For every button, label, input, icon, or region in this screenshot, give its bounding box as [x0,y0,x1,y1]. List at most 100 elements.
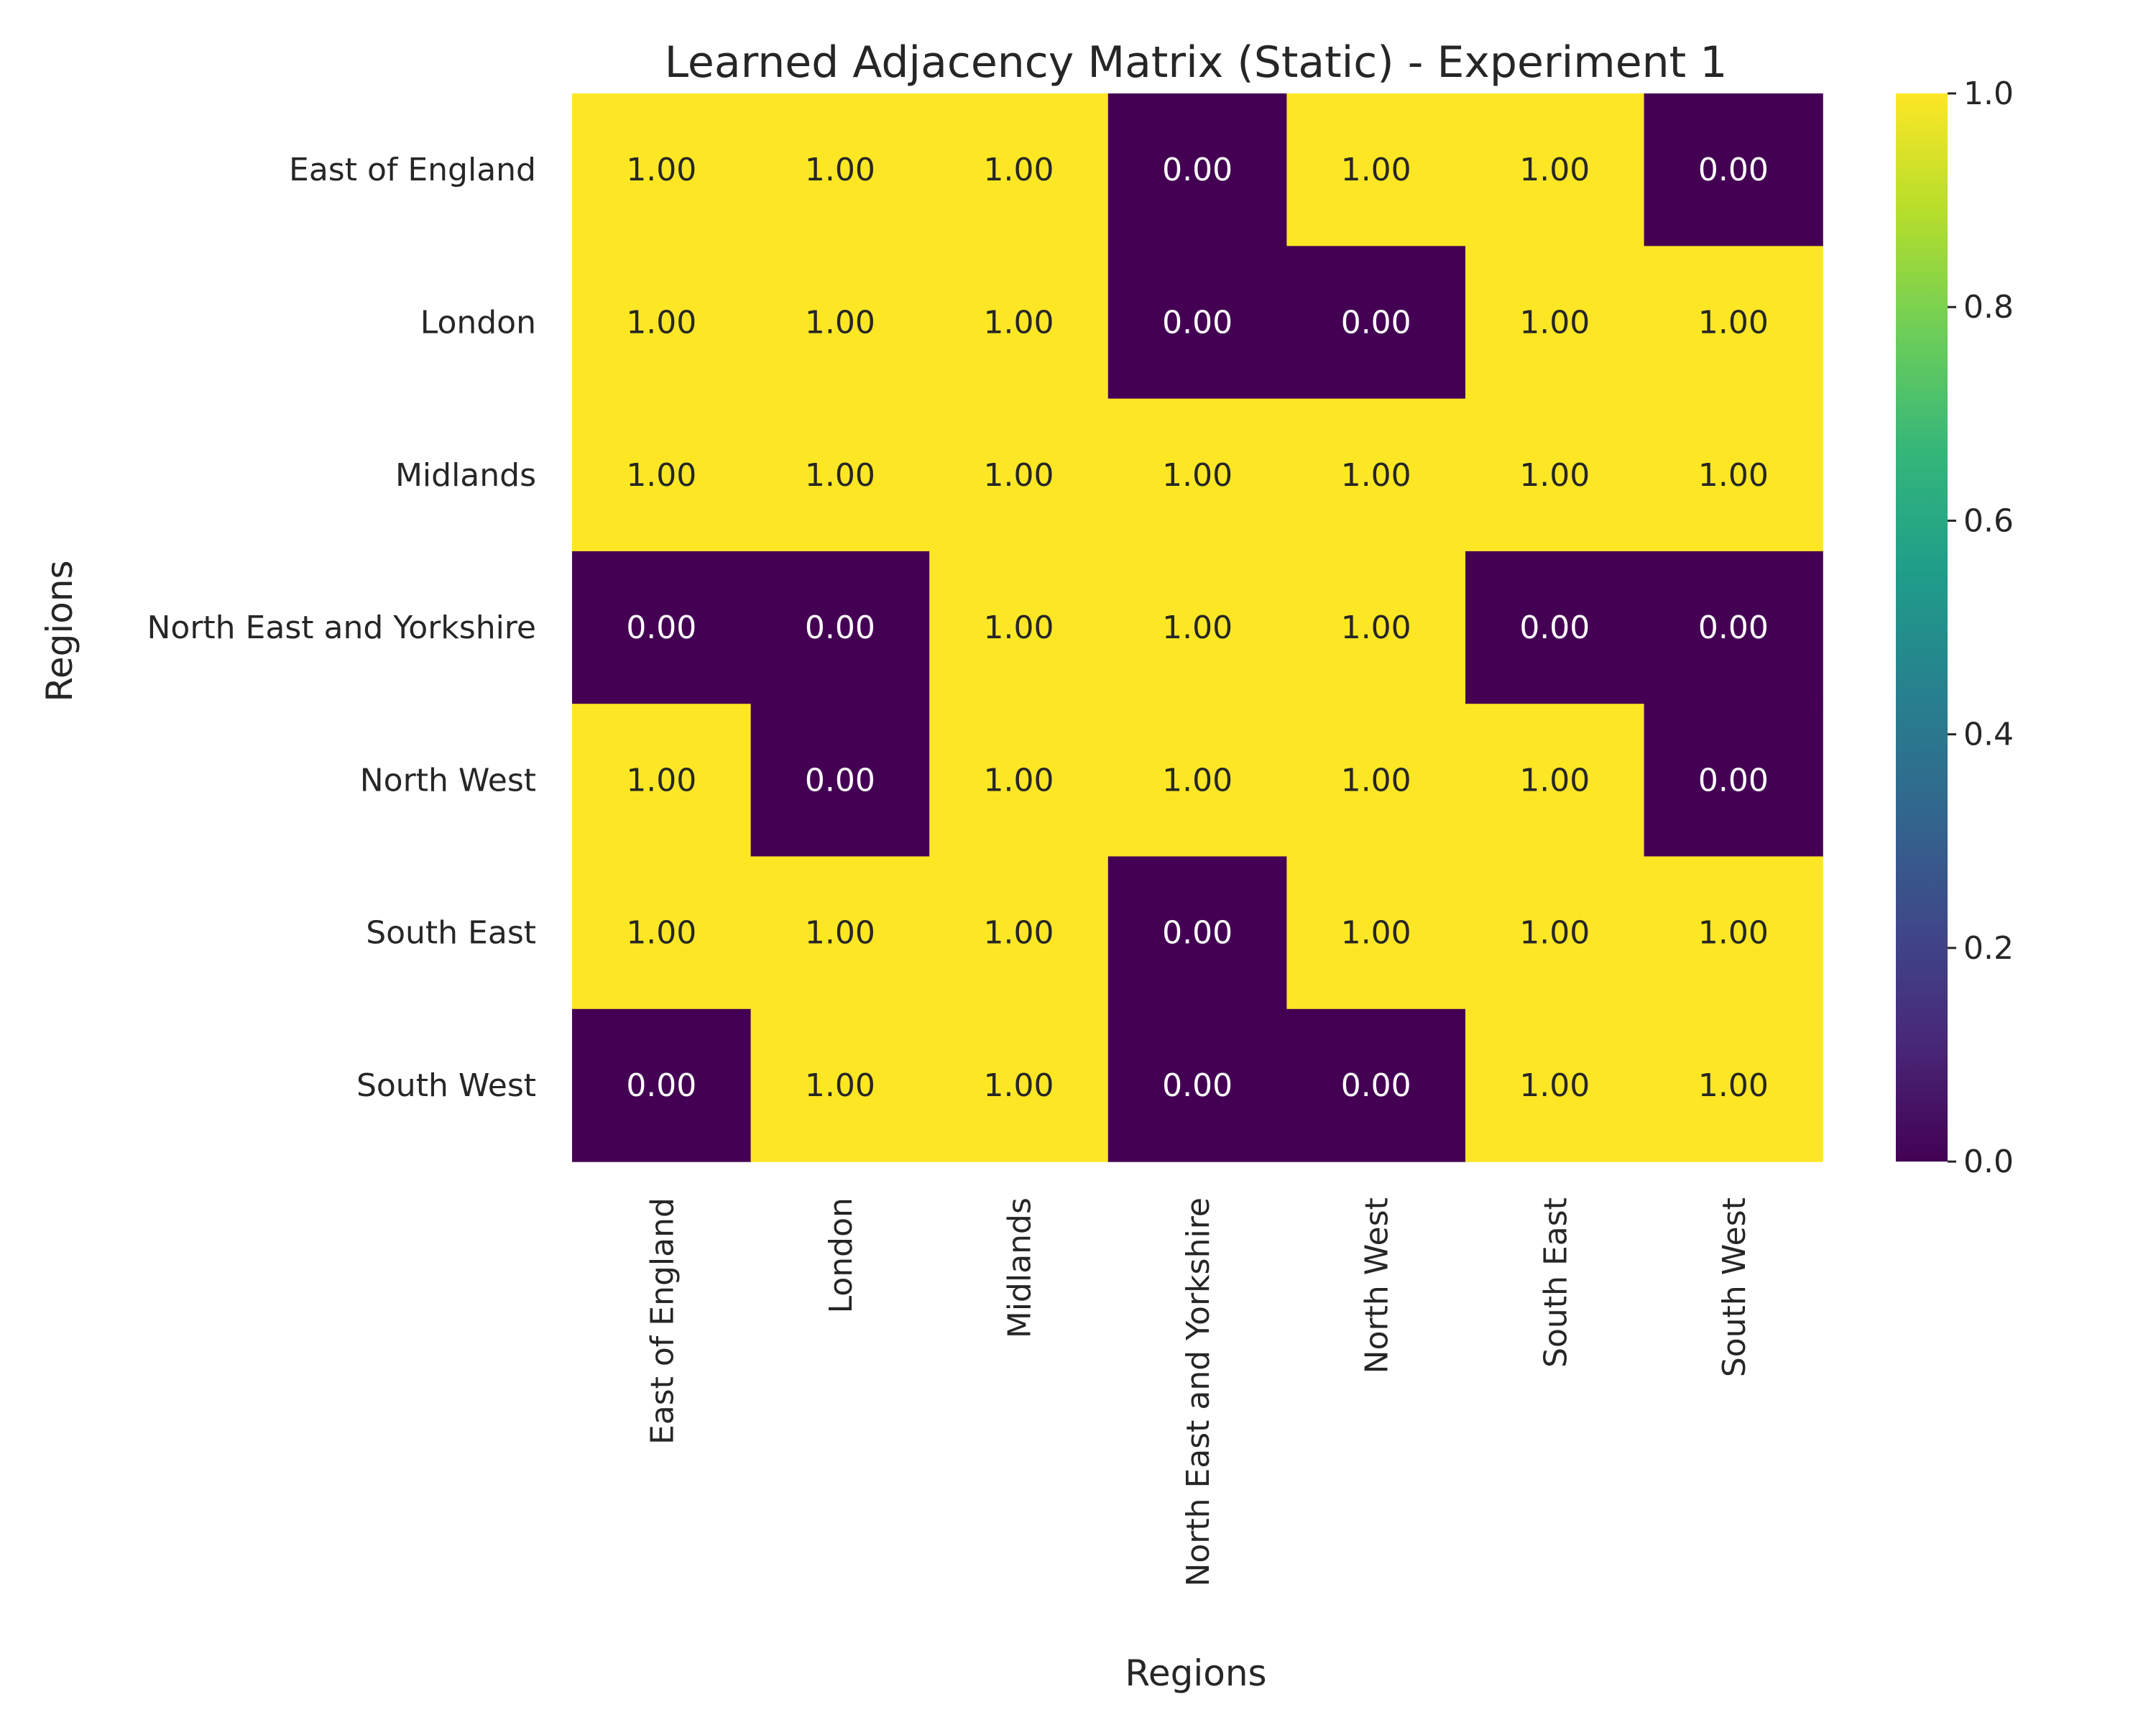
x-tick-label: East of England [644,1197,681,1445]
heatmap-cell [750,398,930,552]
cell-value-label: 1.00 [1162,762,1233,799]
cell-value-label: 1.00 [1519,457,1590,494]
y-tick-labels: East of England London Midlands North East … [147,152,537,1104]
heatmap-cell [1107,93,1287,247]
heatmap-cell [572,1008,752,1162]
heatmap-cell [1644,398,1823,552]
y-tick-label: South East [366,915,536,952]
cell-value-label: 1.00 [1519,304,1590,341]
y-tick-label: East of England [289,152,536,188]
cell-value-label: 1.00 [984,1067,1054,1104]
cell-value-label: 1.00 [626,152,696,188]
colorbar-tick-label: 0.0 [1963,1144,2014,1180]
heatmap-cell [1107,398,1287,552]
x-tick-label: South East [1537,1197,1574,1368]
y-tick-label: North East and Yorkshire [147,610,537,646]
cell-value-label: 1.00 [1162,610,1233,646]
cell-value-label: 0.00 [1162,304,1233,341]
cell-value-label: 0.00 [1162,152,1233,188]
cell-value-label: 1.00 [1341,915,1411,952]
heatmap-cell [929,856,1109,1010]
x-tick-label: Midlands [1002,1197,1038,1338]
cell-value-label: 1.00 [626,457,696,494]
heatmap-cell [1107,246,1287,400]
heatmap-cell [572,246,752,400]
x-tick-label: North East and Yorkshire [1180,1197,1217,1587]
cell-value-label: 0.00 [626,1067,696,1104]
heatmap-cell [750,93,930,247]
heatmap-cell [1465,704,1645,857]
x-tick-labels: East of England London Midlands North East … [644,1197,1753,1587]
heatmap-cell [1107,1008,1287,1162]
cell-value-label: 1.00 [984,762,1054,799]
x-tick-label: South West [1716,1197,1753,1377]
cell-value-label: 1.00 [1698,304,1769,341]
heatmap-cell [1465,856,1645,1010]
colorbar: 0.0 0.2 0.4 0.6 0.8 1.0 [1896,75,2014,1180]
cell-value-label: 1.00 [1519,152,1590,188]
heatmap-cell [1286,1008,1466,1162]
cell-value-label: 1.00 [805,457,875,494]
x-axis-label: Regions [1125,1652,1266,1694]
heatmap-cell [929,1008,1109,1162]
cell-value-label: 0.00 [1341,1067,1411,1104]
y-tick-label: London [420,304,536,341]
heatmap-cell [1465,246,1645,400]
cell-value-label: 1.00 [1519,915,1590,952]
heatmap-cell [750,551,930,704]
cell-value-label: 1.00 [984,457,1054,494]
heatmap-cell [1286,246,1466,400]
heatmap-cell [1465,551,1645,704]
heatmap-cell [572,93,752,247]
colorbar-tick-label: 0.6 [1963,502,2014,539]
y-axis-label: Regions [39,560,80,702]
heatmap-cell [1286,856,1466,1010]
heatmap-cell [750,1008,930,1162]
cell-value-label: 0.00 [1698,762,1769,799]
cell-value-label: 1.00 [805,304,875,341]
cell-value-label: 1.00 [1341,152,1411,188]
heatmap-cell [572,551,752,704]
cell-value-label: 1.00 [1519,1067,1590,1104]
heatmap-cell [572,856,752,1010]
y-tick-label: South West [356,1067,536,1104]
cell-value-label: 1.00 [1162,457,1233,494]
y-tick-label: Midlands [395,457,536,494]
cell-value-label: 1.00 [984,610,1054,646]
heatmap-cell [929,93,1109,247]
x-tick-label: North West [1359,1197,1396,1374]
colorbar-tick-label: 1.0 [1963,75,2014,112]
heatmap-cell [1107,551,1287,704]
cell-value-label: 1.00 [984,304,1054,341]
heatmap-cell [929,246,1109,400]
heatmap-cell [1286,93,1466,247]
cell-value-label: 0.00 [1162,1067,1233,1104]
heatmap-cell [1644,856,1823,1010]
heatmap-cell [750,246,930,400]
heatmap-cell [1286,398,1466,552]
cell-value-label: 1.00 [984,915,1054,952]
cell-value-label: 1.00 [805,1067,875,1104]
heatmap-cell [1286,704,1466,857]
heatmap-cell [1644,1008,1823,1162]
cell-value-label: 1.00 [1341,762,1411,799]
colorbar-tick-label: 0.2 [1963,930,2014,967]
heatmap-cell [1465,93,1645,247]
heatmap-cell [1107,856,1287,1010]
heatmap-cell [1644,93,1823,247]
heatmap-cell [929,551,1109,704]
heatmap-cell [1286,551,1466,704]
cell-value-label: 0.00 [1162,915,1233,952]
heatmap-cell [1644,704,1823,857]
heatmap-cell [929,704,1109,857]
cell-value-label: 1.00 [984,152,1054,188]
cell-value-label: 1.00 [1341,457,1411,494]
heatmap-cell [1107,704,1287,857]
chart-title: Learned Adjacency Matrix (Static) - Expe… [665,37,1728,88]
heatmap-cell [1644,551,1823,704]
cell-value-label: 1.00 [626,304,696,341]
cell-value-label: 1.00 [1698,915,1769,952]
cell-value-label: 0.00 [1698,610,1769,646]
heatmap-cells: 1.00 1.00 1.00 0.00 1.00 1.00 0.00 1.00 1.00 1.00… [572,93,1823,1162]
